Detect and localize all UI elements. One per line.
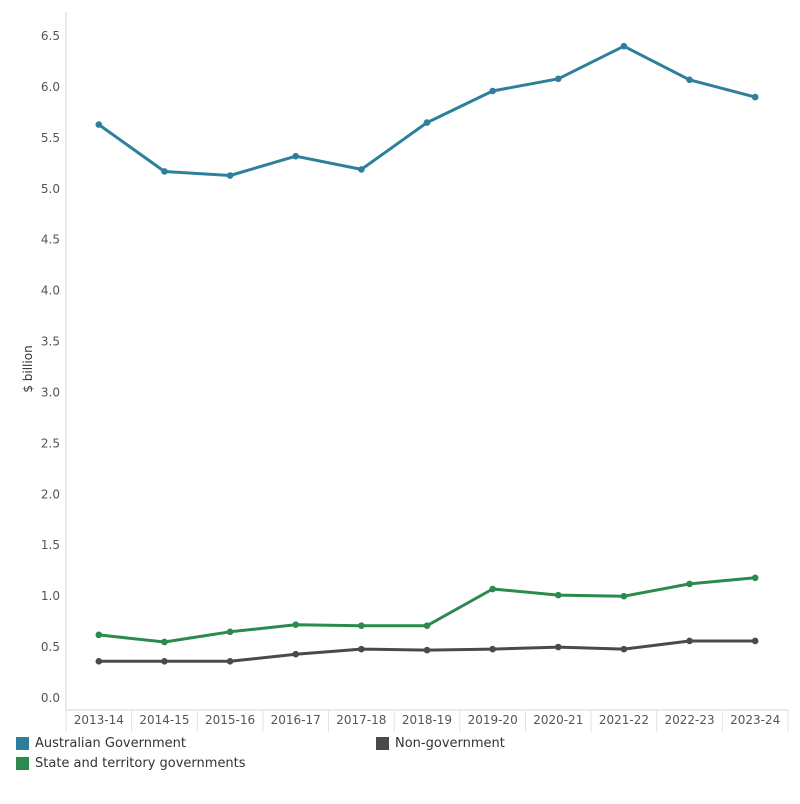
y-tick-label: 4.0 (41, 284, 60, 298)
y-tick-label: 1.5 (41, 538, 60, 552)
series-line (97, 44, 757, 177)
y-tick-label: 5.0 (41, 182, 60, 196)
data-point[interactable] (751, 93, 759, 101)
x-tick-label: 2013-14 (74, 713, 124, 727)
y-tick-label: 5.5 (41, 131, 60, 145)
data-point[interactable] (358, 166, 365, 173)
data-point[interactable] (358, 645, 365, 653)
data-point[interactable] (226, 172, 234, 179)
data-point[interactable] (95, 658, 103, 665)
data-point[interactable] (554, 591, 562, 599)
data-point[interactable] (686, 580, 693, 588)
data-point[interactable] (161, 168, 168, 175)
data-point[interactable] (620, 42, 628, 50)
series-state-and-territory-governments (95, 574, 759, 646)
y-tick-label: 3.0 (41, 385, 60, 399)
y-axis: 0.0 0.5 1.0 1.5 2.0 2.5 3.0 3.5 4.0 4.5 5.0 5.5 6.0 6… (41, 12, 67, 710)
data-point[interactable] (292, 621, 300, 628)
series-non-government (95, 637, 759, 665)
data-point[interactable] (226, 628, 234, 636)
data-point[interactable] (358, 622, 365, 629)
data-point[interactable] (620, 592, 628, 600)
series-layer (95, 42, 759, 665)
x-tick-label: 2015-16 (205, 713, 255, 727)
legend-item-state-and-territory-governments[interactable]: State and territory governments (16, 756, 246, 771)
data-point[interactable] (95, 121, 103, 128)
y-tick-label: 3.5 (41, 335, 60, 349)
legend-label: State and territory governments (35, 756, 246, 771)
x-tick-label: 2022-23 (664, 713, 714, 727)
data-point[interactable] (554, 75, 562, 83)
x-tick-label: 2018-19 (402, 713, 452, 727)
y-tick-label: 1.0 (41, 589, 60, 603)
legend-item-non-government[interactable]: Non-government (376, 736, 505, 751)
data-point[interactable] (686, 76, 693, 84)
data-point[interactable] (423, 646, 431, 654)
data-point[interactable] (161, 638, 168, 646)
data-point[interactable] (489, 585, 496, 593)
data-point[interactable] (226, 658, 234, 665)
data-point[interactable] (751, 574, 759, 582)
legend: Australian Government State and territor… (16, 736, 786, 786)
data-point[interactable] (161, 658, 168, 665)
series-line (97, 576, 757, 644)
x-tick-label: 2021-22 (599, 713, 649, 727)
x-tick-label: 2019-20 (468, 713, 518, 727)
x-tick-label: 2016-17 (271, 713, 321, 727)
data-point[interactable] (292, 650, 300, 658)
x-tick-label: 2014-15 (139, 713, 189, 727)
data-point[interactable] (620, 645, 628, 653)
legend-swatch (16, 737, 29, 750)
data-point[interactable] (554, 643, 562, 651)
y-axis-title: $ billion (21, 345, 35, 392)
series-australian-government (95, 42, 759, 179)
x-tick-label: 2023-24 (730, 713, 780, 727)
legend-swatch (376, 737, 389, 750)
legend-label: Non-government (395, 736, 505, 751)
y-tick-label: 0.5 (41, 640, 60, 654)
data-point[interactable] (489, 645, 496, 653)
x-tick-label: 2017-18 (336, 713, 386, 727)
y-tick-label: 0.0 (41, 691, 60, 705)
data-point[interactable] (489, 87, 496, 95)
legend-swatch (16, 757, 29, 770)
data-point[interactable] (423, 622, 431, 629)
x-axis: 2013-14 2014-15 2015-16 2016-17 2017-18 2018-… (65, 709, 789, 732)
data-point[interactable] (95, 631, 103, 639)
legend-label: Australian Government (35, 736, 186, 751)
y-tick-label: 6.5 (41, 29, 60, 43)
y-tick-label: 4.5 (41, 233, 60, 247)
legend-item-australian-government[interactable]: Australian Government (16, 736, 186, 751)
data-point[interactable] (423, 119, 431, 126)
y-tick-label: 6.0 (41, 80, 60, 94)
x-tick-label: 2020-21 (533, 713, 583, 727)
data-point[interactable] (292, 152, 300, 160)
y-tick-label: 2.5 (41, 436, 60, 450)
data-point[interactable] (686, 637, 693, 645)
data-point[interactable] (751, 637, 759, 645)
y-tick-label: 2.0 (41, 487, 60, 501)
